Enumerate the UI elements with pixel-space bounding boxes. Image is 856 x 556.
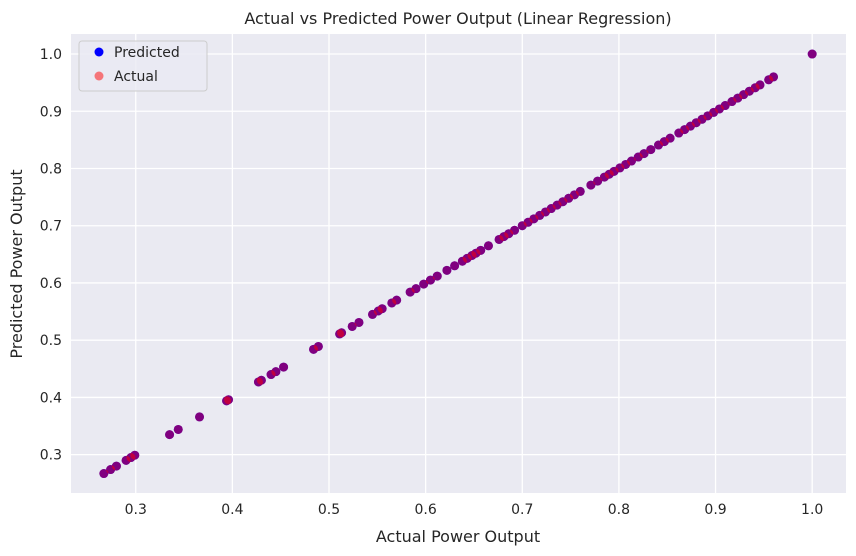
point-actual <box>476 245 486 255</box>
x-tick-label: 0.5 <box>318 502 340 518</box>
x-tick-label: 0.7 <box>511 502 533 518</box>
point-actual <box>442 265 452 275</box>
x-tick-label: 0.6 <box>415 502 437 518</box>
point-actual <box>279 362 289 372</box>
point-actual <box>807 49 817 59</box>
y-tick-label: 0.9 <box>40 104 62 120</box>
legend-label-predicted: Predicted <box>114 45 180 61</box>
x-tick-label: 0.8 <box>608 502 630 518</box>
point-actual <box>165 430 175 440</box>
y-tick-label: 0.3 <box>40 448 62 464</box>
point-actual <box>769 72 779 82</box>
point-actual <box>271 367 281 377</box>
x-tick-label: 0.3 <box>125 502 147 518</box>
y-tick-label: 0.5 <box>40 333 62 349</box>
point-actual <box>224 395 234 405</box>
point-actual <box>639 149 649 159</box>
legend-marker-predicted <box>94 47 104 57</box>
y-axis-ticks: 0.3 0.4 0.5 0.6 0.7 0.8 0.9 1.0 <box>40 47 62 464</box>
grid-lines <box>71 34 846 493</box>
point-actual <box>586 180 596 190</box>
point-actual <box>720 101 730 111</box>
y-tick-label: 0.6 <box>40 276 62 292</box>
y-tick-label: 0.7 <box>40 219 62 235</box>
point-actual <box>593 176 603 186</box>
y-tick-label: 0.8 <box>40 161 62 177</box>
x-tick-label: 1.0 <box>801 502 823 518</box>
point-actual <box>195 412 205 422</box>
chart-title: Actual vs Predicted Power Output (Linear… <box>244 9 671 28</box>
point-actual <box>256 375 266 385</box>
point-actual <box>392 295 402 305</box>
point-actual <box>510 225 520 235</box>
x-axis-ticks: 0.3 0.4 0.5 0.6 0.7 0.8 0.9 1.0 <box>125 502 824 518</box>
legend-label-actual: Actual <box>114 69 158 85</box>
series-actual <box>99 49 817 479</box>
y-tick-label: 0.4 <box>40 390 62 406</box>
data-points <box>99 49 817 479</box>
point-actual <box>419 279 429 289</box>
x-tick-label: 0.9 <box>704 502 726 518</box>
point-actual <box>665 133 675 143</box>
point-actual <box>626 156 636 166</box>
point-actual <box>646 145 656 155</box>
point-actual <box>111 461 121 471</box>
point-actual <box>173 424 183 434</box>
point-actual <box>313 341 323 351</box>
point-actual <box>411 284 421 294</box>
point-actual <box>755 80 765 90</box>
point-actual <box>450 261 460 271</box>
point-actual <box>337 328 347 338</box>
point-actual <box>347 321 357 331</box>
point-actual <box>575 186 585 196</box>
legend-marker-actual <box>94 71 104 81</box>
y-tick-label: 1.0 <box>40 47 62 63</box>
point-actual <box>432 271 442 281</box>
x-tick-label: 0.4 <box>221 502 243 518</box>
point-actual <box>354 317 364 327</box>
x-axis-label: Actual Power Output <box>376 527 540 546</box>
legend-box <box>78 40 208 92</box>
point-actual <box>99 469 109 479</box>
point-actual <box>377 304 387 314</box>
y-axis-label: Predicted Power Output <box>7 169 26 358</box>
legend: Predicted Actual <box>78 40 208 92</box>
point-actual <box>130 450 140 460</box>
point-actual <box>483 241 493 251</box>
point-actual <box>425 275 435 285</box>
